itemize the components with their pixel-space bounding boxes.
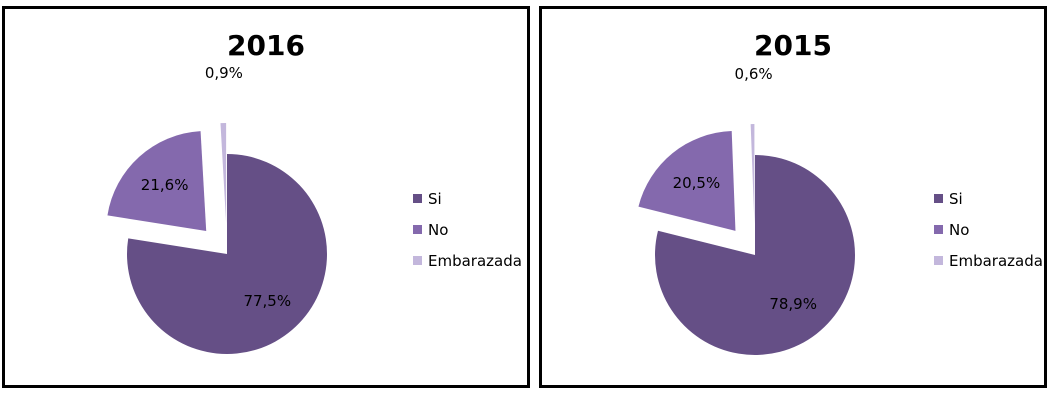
chart-panel-2016: 2016 77,5% 21,6% 0,9% Si No Embarazada bbox=[2, 6, 530, 388]
legend-swatch-no bbox=[934, 225, 943, 234]
data-label-no: 21,6% bbox=[141, 176, 189, 194]
pie-slice-si bbox=[127, 154, 327, 354]
legend-item-no: No bbox=[413, 214, 522, 245]
pie-slice-no bbox=[638, 130, 736, 231]
legend-label-no: No bbox=[428, 220, 449, 239]
legend-item-no: No bbox=[934, 214, 1043, 245]
legend-swatch-embarazada bbox=[934, 256, 943, 265]
chart-title: 2016 bbox=[227, 29, 305, 62]
pie-chart: 77,5% 21,6% 0,9% bbox=[107, 64, 327, 354]
legend: Si No Embarazada bbox=[413, 183, 522, 276]
chart-panel-2015: 2015 78,9% 20,5% 0,6% Si No Embarazada bbox=[539, 6, 1047, 388]
pie-slice-si bbox=[655, 155, 855, 355]
legend-item-si: Si bbox=[413, 183, 522, 214]
chart-title: 2015 bbox=[754, 29, 832, 62]
legend-label-embarazada: Embarazada bbox=[428, 251, 522, 270]
data-label-si: 77,5% bbox=[243, 292, 291, 310]
legend-swatch-no bbox=[413, 225, 422, 234]
data-label-si: 78,9% bbox=[769, 295, 817, 313]
legend-label-si: Si bbox=[428, 189, 442, 208]
legend-item-embarazada: Embarazada bbox=[413, 245, 522, 276]
pie-slice-no bbox=[107, 131, 207, 232]
data-label-embarazada: 0,6% bbox=[735, 65, 773, 83]
data-label-embarazada: 0,9% bbox=[205, 64, 243, 82]
legend-label-si: Si bbox=[949, 189, 963, 208]
pie-slice-embarazada bbox=[220, 123, 227, 224]
data-label-no: 20,5% bbox=[673, 174, 721, 192]
pie-chart: 78,9% 20,5% 0,6% bbox=[638, 65, 855, 355]
pie-slice-embarazada bbox=[750, 124, 755, 225]
legend: Si No Embarazada bbox=[934, 183, 1043, 276]
legend-swatch-si bbox=[413, 194, 422, 203]
legend-swatch-embarazada bbox=[413, 256, 422, 265]
legend-swatch-si bbox=[934, 194, 943, 203]
legend-label-embarazada: Embarazada bbox=[949, 251, 1043, 270]
legend-label-no: No bbox=[949, 220, 970, 239]
legend-item-embarazada: Embarazada bbox=[934, 245, 1043, 276]
legend-item-si: Si bbox=[934, 183, 1043, 214]
